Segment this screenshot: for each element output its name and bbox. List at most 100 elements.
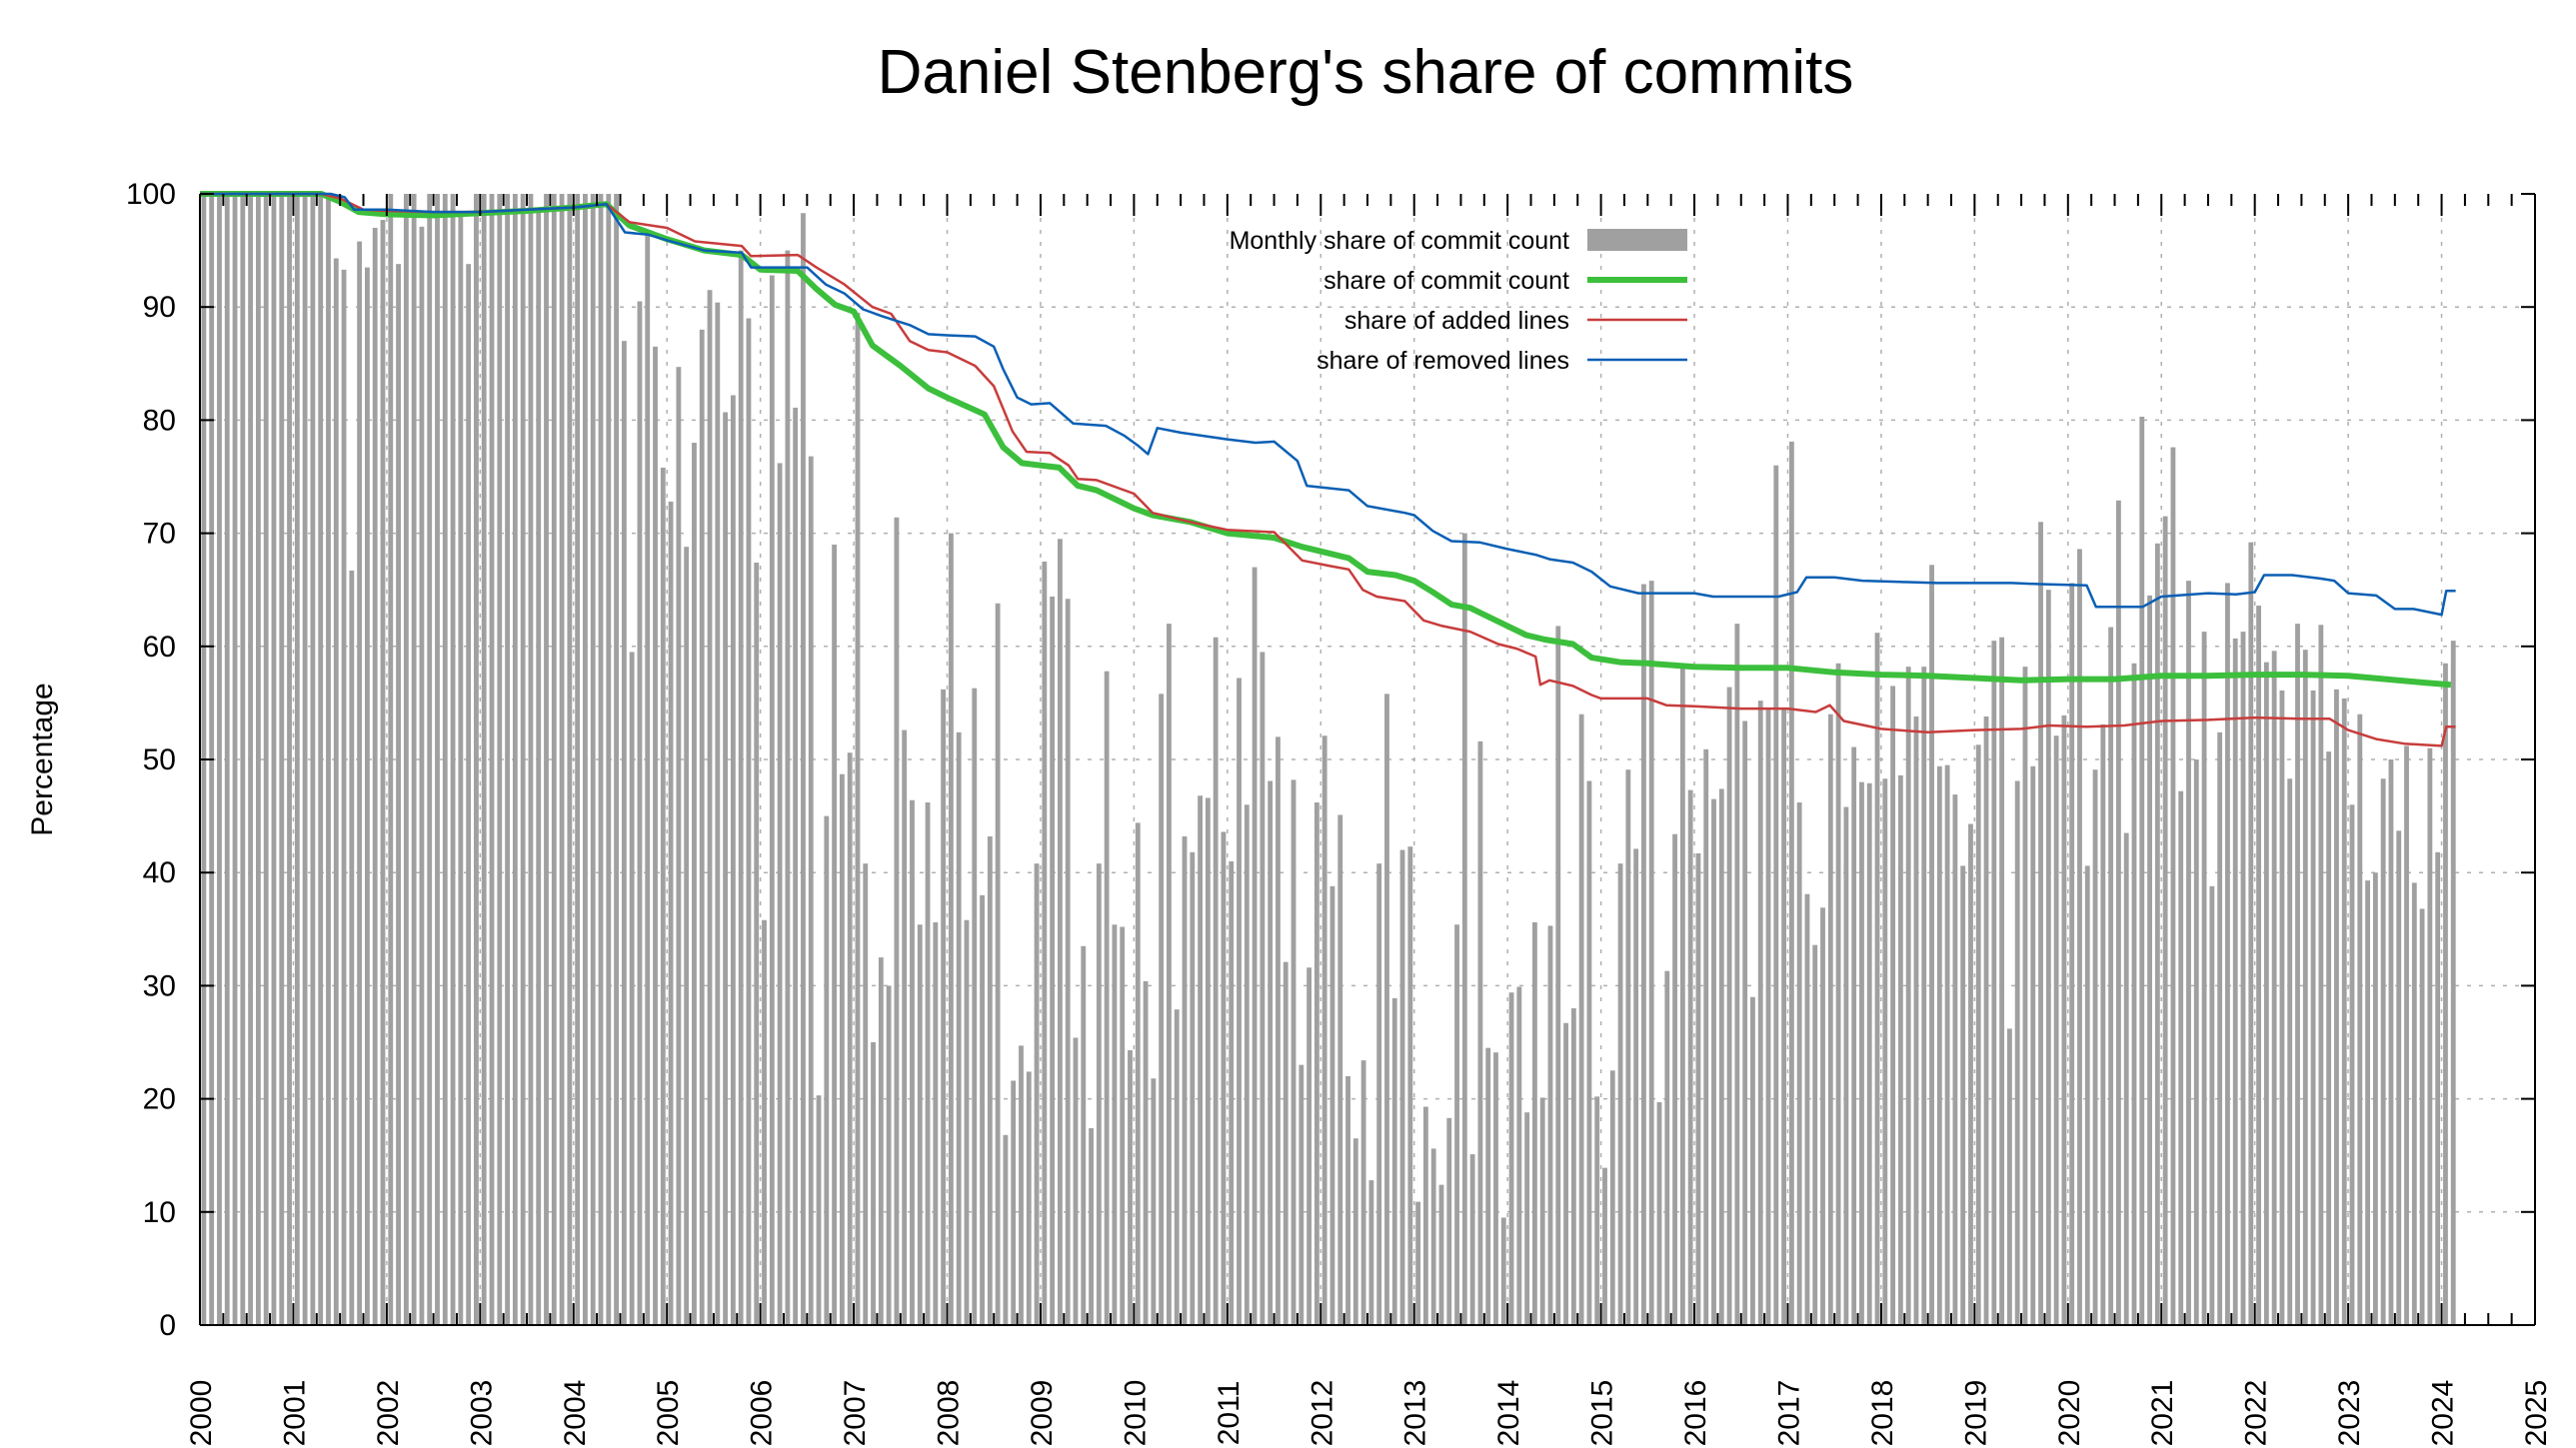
bar bbox=[1073, 1037, 1079, 1325]
bar bbox=[1936, 765, 1942, 1325]
bar bbox=[411, 194, 417, 1325]
bar bbox=[793, 407, 799, 1325]
bar bbox=[1859, 781, 1864, 1325]
bar bbox=[871, 1042, 876, 1325]
bar bbox=[1298, 1064, 1304, 1325]
bar bbox=[1174, 1009, 1180, 1325]
x-tick-label: 2016 bbox=[1679, 1380, 1712, 1447]
bar bbox=[2030, 765, 2036, 1325]
bar bbox=[1929, 565, 1934, 1325]
bar bbox=[2178, 790, 2184, 1325]
bar bbox=[2256, 606, 2261, 1325]
bar bbox=[1368, 1180, 1374, 1325]
bar bbox=[1026, 1071, 1032, 1325]
bar bbox=[1750, 996, 1755, 1325]
bar bbox=[2450, 641, 2456, 1325]
bar bbox=[1252, 567, 1258, 1325]
bar bbox=[2123, 832, 2129, 1325]
bar bbox=[894, 517, 900, 1325]
chart-title: Daniel Stenberg's share of commits bbox=[878, 38, 1854, 107]
bar bbox=[754, 563, 760, 1325]
bar bbox=[1968, 823, 1973, 1325]
bar bbox=[1960, 865, 1966, 1325]
bar bbox=[489, 194, 495, 1325]
bar bbox=[1851, 746, 1857, 1325]
y-tick-label: 80 bbox=[143, 404, 176, 437]
monthly-bars bbox=[201, 194, 2456, 1326]
bar bbox=[1143, 980, 1149, 1325]
bar bbox=[1617, 863, 1623, 1325]
bar bbox=[1695, 852, 1701, 1325]
bar bbox=[1042, 561, 1048, 1325]
bar bbox=[2154, 543, 2160, 1325]
bar bbox=[255, 194, 261, 1325]
bar bbox=[910, 799, 915, 1325]
y-tick-label: 30 bbox=[143, 969, 176, 1002]
bar bbox=[2232, 638, 2238, 1325]
bar bbox=[2162, 516, 2168, 1325]
bar bbox=[1648, 581, 1654, 1325]
bar bbox=[263, 194, 269, 1325]
bar bbox=[1477, 740, 1483, 1325]
x-tick-label: 2010 bbox=[1119, 1380, 1152, 1447]
legend-label: Monthly share of commit count bbox=[1230, 227, 1569, 255]
bar bbox=[777, 463, 783, 1325]
bar bbox=[364, 267, 370, 1326]
bar bbox=[832, 544, 838, 1325]
bar bbox=[2077, 549, 2082, 1325]
legend-swatch-bar bbox=[1587, 229, 1687, 251]
bar bbox=[2443, 663, 2448, 1325]
bar bbox=[2411, 882, 2417, 1325]
bar bbox=[855, 312, 861, 1325]
bar bbox=[1213, 637, 1219, 1325]
bar bbox=[575, 194, 581, 1325]
bar bbox=[1609, 1070, 1615, 1325]
bar bbox=[1407, 846, 1413, 1325]
bar bbox=[2053, 735, 2059, 1325]
x-tick-label: 2024 bbox=[2427, 1380, 2460, 1447]
y-tick-label: 70 bbox=[143, 518, 176, 551]
bar bbox=[2084, 865, 2090, 1325]
bar bbox=[2240, 632, 2246, 1325]
bar bbox=[1812, 944, 1818, 1325]
bar bbox=[1703, 748, 1709, 1325]
legend-label: share of added lines bbox=[1344, 307, 1569, 335]
bar bbox=[396, 264, 401, 1326]
bar bbox=[1874, 633, 1880, 1325]
bar bbox=[1461, 533, 1467, 1325]
bar bbox=[1345, 1075, 1350, 1325]
bar bbox=[917, 924, 923, 1325]
bar bbox=[1167, 624, 1172, 1325]
bar bbox=[769, 275, 775, 1325]
bar bbox=[551, 194, 557, 1325]
bar bbox=[1313, 802, 1319, 1325]
bar bbox=[1843, 806, 1849, 1325]
bar bbox=[2302, 650, 2308, 1325]
bar bbox=[1306, 967, 1312, 1325]
bar bbox=[2069, 583, 2075, 1325]
bar bbox=[1151, 1078, 1157, 1325]
bar bbox=[1516, 986, 1522, 1325]
bar bbox=[1804, 893, 1810, 1325]
bar bbox=[1422, 1106, 1428, 1325]
bar bbox=[403, 194, 409, 1325]
bar bbox=[1578, 714, 1584, 1325]
bar bbox=[948, 533, 954, 1325]
bar bbox=[863, 863, 869, 1325]
bar bbox=[1539, 1097, 1545, 1325]
bar bbox=[629, 652, 635, 1325]
bar bbox=[2341, 698, 2347, 1325]
y-tick-label: 50 bbox=[143, 743, 176, 776]
bar bbox=[1485, 1047, 1491, 1325]
bar bbox=[512, 194, 518, 1325]
bar bbox=[1781, 709, 1787, 1325]
bar bbox=[2014, 780, 2020, 1325]
x-tick-label: 2001 bbox=[278, 1380, 311, 1447]
bar bbox=[1089, 1128, 1094, 1325]
bar bbox=[310, 194, 316, 1325]
bar bbox=[232, 194, 238, 1325]
bar bbox=[2022, 667, 2028, 1325]
bar bbox=[2263, 662, 2269, 1325]
bar bbox=[1913, 716, 1919, 1325]
y-axis-label: Percentage bbox=[26, 683, 59, 835]
